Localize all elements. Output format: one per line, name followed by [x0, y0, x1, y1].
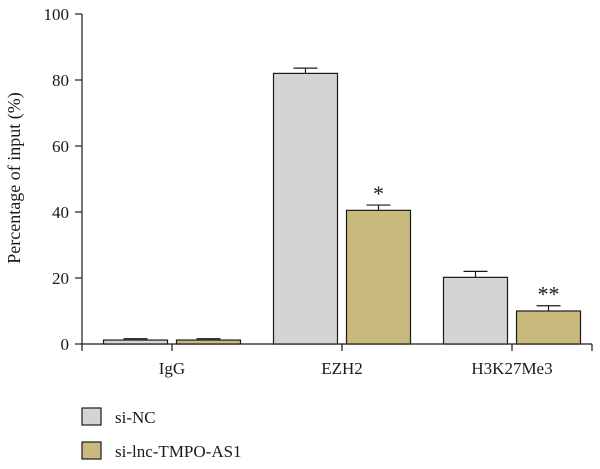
legend-label: si-lnc-TMPO-AS1 [115, 442, 242, 461]
bars [102, 67, 582, 345]
y-tick-label: 0 [61, 335, 70, 354]
bar [515, 310, 582, 345]
y-tick-label: 80 [52, 71, 69, 90]
x-tick-label: IgG [159, 359, 185, 378]
legend: si-NC si-lnc-TMPO-AS1 [81, 407, 242, 461]
annotations: *** [373, 181, 560, 307]
bar [175, 339, 242, 345]
bar [442, 276, 509, 345]
significance-marker: * [373, 181, 384, 206]
y-axis-title: Percentage of input (%) [4, 92, 25, 263]
legend-swatch [81, 441, 102, 460]
legend-label: si-NC [115, 408, 156, 427]
bar [345, 209, 412, 345]
significance-marker: ** [538, 282, 560, 307]
legend-swatch [81, 407, 102, 426]
x-tick-label: EZH2 [321, 359, 363, 378]
y-tick-label: 60 [52, 137, 69, 156]
y-tick-label: 20 [52, 269, 69, 288]
x-tick-label: H3K27Me3 [471, 359, 552, 378]
bar [272, 72, 339, 345]
bar [102, 339, 169, 345]
y-tick-label: 40 [52, 203, 69, 222]
x-axis: IgG EZH2 H3K27Me3 [81, 343, 593, 378]
y-tick-label: 100 [44, 5, 70, 24]
y-axis: 0 20 40 60 80 100 [44, 5, 83, 354]
